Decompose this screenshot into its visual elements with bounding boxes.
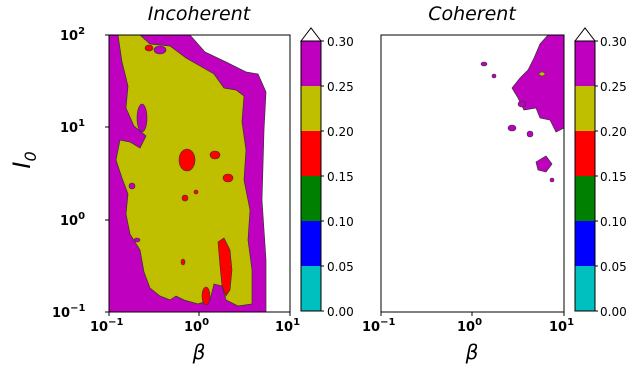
left-island-magenta xyxy=(128,182,136,190)
colorbar-tick-label: 0.20 xyxy=(600,125,627,139)
left-xtick-label: 101 xyxy=(275,317,300,335)
right-region-magenta xyxy=(535,155,553,173)
colorbar-band xyxy=(301,86,321,131)
colorbar-tick-label: 0.25 xyxy=(327,80,354,94)
right-xtick-label: 101 xyxy=(549,317,574,335)
colorbar-band xyxy=(575,41,595,86)
colorbar-tick-label: 0.00 xyxy=(327,305,354,319)
colorbar-tick-label: 0.25 xyxy=(600,80,627,94)
left-island-red xyxy=(180,258,186,266)
left-ytick-label: 100 xyxy=(60,211,85,229)
left-island-red xyxy=(181,194,189,202)
right-colorbar: 0.30 0.25 0.20 0.15 0.10 0.05 0.00 xyxy=(573,27,627,319)
right-xaxis-label: β xyxy=(465,340,479,364)
colorbar-band xyxy=(575,176,595,221)
colorbar-band xyxy=(575,86,595,131)
right-xtick-label: 100 xyxy=(457,317,482,335)
left-xaxis-label: β xyxy=(192,340,206,364)
left-island-red xyxy=(201,286,211,306)
colorbar-tick-label: 0.05 xyxy=(600,260,627,274)
right-chart-title: Coherent xyxy=(428,3,517,25)
left-island-magenta xyxy=(133,237,141,243)
colorbar-tick-label: 0.05 xyxy=(327,260,354,274)
right-island-magenta xyxy=(526,130,534,138)
left-chart-title: Incoherent xyxy=(148,3,252,25)
colorbar-tick-label: 0.30 xyxy=(327,35,354,49)
left-xtick-label: 10−1 xyxy=(90,317,123,335)
colorbar-tick-label: 0.15 xyxy=(327,170,354,184)
left-island-red xyxy=(209,150,221,160)
left-yaxis-label: I0 xyxy=(8,151,40,168)
right-region-magenta xyxy=(511,35,564,133)
right-plot xyxy=(380,34,565,316)
left-xtick-label: 100 xyxy=(184,317,209,335)
left-ytick-label: 10−1 xyxy=(52,303,85,321)
colorbar-tick-label: 0.10 xyxy=(600,215,627,229)
left-island-red xyxy=(222,173,234,183)
left-colorbar-extend xyxy=(299,27,323,42)
colorbar-band xyxy=(301,266,321,311)
right-island-magenta xyxy=(480,61,488,67)
right-island-magenta xyxy=(549,177,555,183)
left-colorbar: 0.30 0.25 0.20 0.15 0.10 0.05 0.00 xyxy=(299,27,354,319)
right-island-magenta xyxy=(517,100,527,108)
colorbar-tick-label: 0.10 xyxy=(327,215,354,229)
colorbar-band xyxy=(575,131,595,176)
left-ytick-label: 102 xyxy=(60,26,85,44)
right-xtick-label: 10−1 xyxy=(362,317,395,335)
right-island-magenta xyxy=(491,73,497,79)
colorbar-tick-label: 0.00 xyxy=(600,305,627,319)
left-island-red xyxy=(217,237,233,297)
colorbar-tick-label: 0.30 xyxy=(600,35,627,49)
left-island-magenta xyxy=(136,103,148,133)
colorbar-band xyxy=(301,176,321,221)
right-colorbar-extend xyxy=(573,27,597,42)
colorbar-tick-label: 0.20 xyxy=(327,125,354,139)
colorbar-tick-label: 0.15 xyxy=(600,170,627,184)
colorbar-band xyxy=(301,221,321,266)
left-island-red xyxy=(144,44,154,52)
colorbar-band xyxy=(301,41,321,86)
left-island-red xyxy=(178,148,196,172)
left-island-magenta xyxy=(153,45,167,55)
colorbar-band xyxy=(301,131,321,176)
colorbar-band xyxy=(575,266,595,311)
right-island-magenta xyxy=(507,124,517,132)
left-plot xyxy=(105,34,291,316)
right-island-white xyxy=(538,71,546,77)
left-island-red xyxy=(193,189,199,195)
left-ytick-label: 101 xyxy=(60,118,85,136)
colorbar-band xyxy=(575,221,595,266)
